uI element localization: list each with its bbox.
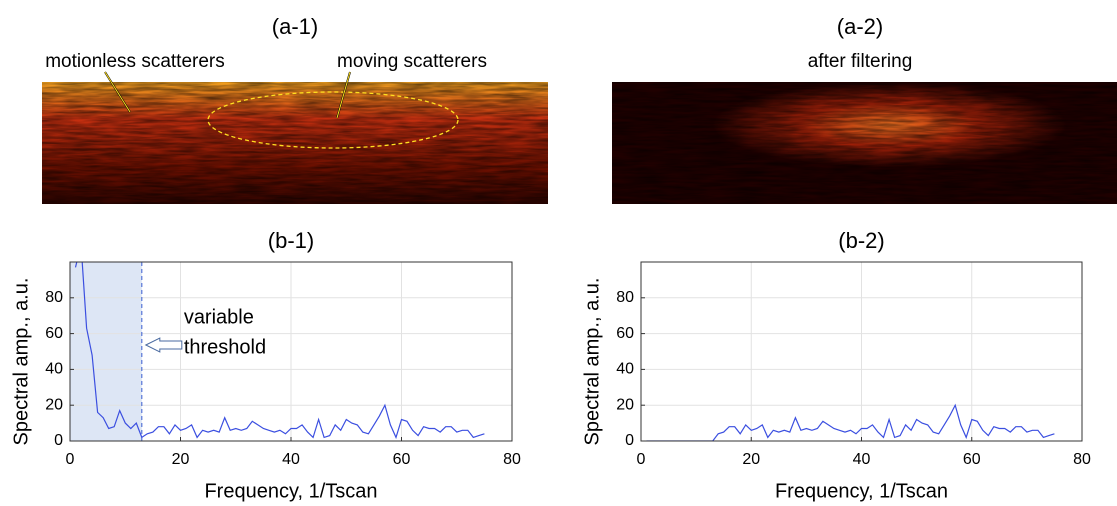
y-tick-label: 20 xyxy=(616,396,634,413)
image-subtitle: after filtering xyxy=(808,51,913,72)
data-line xyxy=(74,262,485,440)
x-tick-label: 60 xyxy=(963,451,981,468)
chart-title: (b-1) xyxy=(268,228,314,253)
threshold-region xyxy=(70,262,142,441)
arrow xyxy=(144,337,183,353)
y-tick-label: 60 xyxy=(45,325,63,342)
x-tick-label: 20 xyxy=(172,451,190,468)
x-tick-label: 80 xyxy=(503,451,521,468)
x-tick-label: 40 xyxy=(282,451,300,468)
x-tick-label: 0 xyxy=(637,451,646,468)
x-tick-label: 0 xyxy=(66,451,75,468)
annotation: variable xyxy=(184,306,254,328)
annotation: moving scatterers xyxy=(337,51,487,72)
x-tick-label: 20 xyxy=(742,451,760,468)
y-tick-label: 40 xyxy=(616,361,634,378)
y-tick-label: 0 xyxy=(625,432,634,449)
y-tick-label: 80 xyxy=(616,289,634,306)
annotation: motionless scatterers xyxy=(45,51,225,72)
y-tick-label: 60 xyxy=(616,325,634,342)
image-title: (a-2) xyxy=(837,14,883,39)
image-a1 xyxy=(42,71,548,204)
x-tick-label: 60 xyxy=(393,451,411,468)
plot-frame xyxy=(640,261,1083,442)
y-axis-label: Spectral amp., a.u. xyxy=(581,278,603,446)
image-title: (a-1) xyxy=(272,14,318,39)
data-line xyxy=(646,403,1055,441)
x-axis-label: Frequency, 1/Tscan xyxy=(204,480,377,502)
chart-title: (b-2) xyxy=(838,228,884,253)
x-tick-label: 80 xyxy=(1073,451,1091,468)
x-tick-label: 40 xyxy=(853,451,871,468)
x-axis-label: Frequency, 1/Tscan xyxy=(775,480,948,502)
y-tick-label: 20 xyxy=(45,396,63,413)
y-tick-label: 40 xyxy=(45,361,63,378)
y-tick-label: 0 xyxy=(54,432,63,449)
annotation: threshold xyxy=(184,336,266,358)
y-axis-label: Spectral amp., a.u. xyxy=(10,278,32,446)
image-a2 xyxy=(612,82,1117,204)
plot-frame xyxy=(69,261,513,442)
y-tick-label: 80 xyxy=(45,289,63,306)
